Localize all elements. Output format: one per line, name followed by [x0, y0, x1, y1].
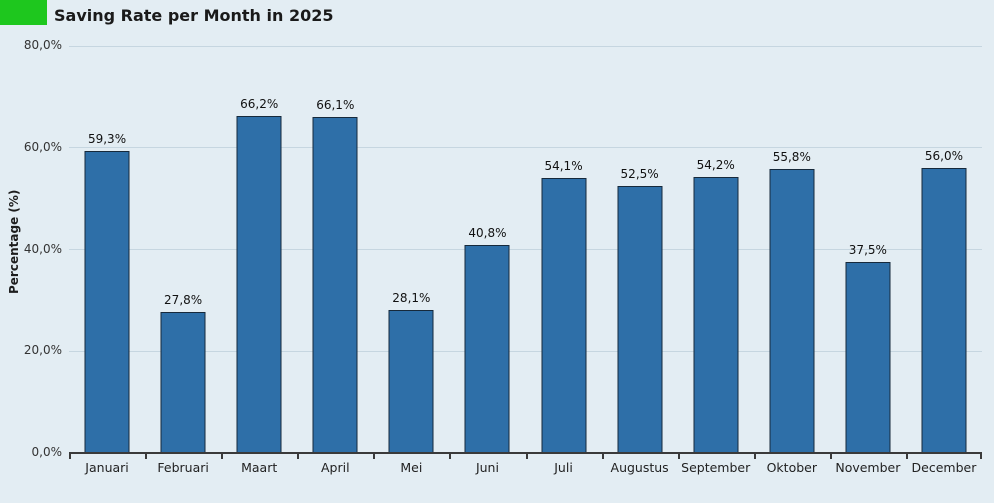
bar-slot-oktober: 55,8%: [754, 46, 830, 453]
bar-slot-juni: 40,8%: [449, 46, 525, 453]
x-axis-tick-10: [829, 454, 832, 459]
x-tick-label-maart: Maart: [241, 460, 278, 475]
bar-value-label-juli: 54,1%: [544, 158, 583, 173]
bar-value-label-januari: 59,3%: [87, 132, 127, 147]
x-tick-label-juni: Juni: [475, 460, 499, 475]
x-tick-label-augustus: Augustus: [610, 460, 669, 475]
bar-slot-februari: 27,8%: [145, 46, 221, 453]
bar-juni: [464, 245, 510, 453]
x-axis-tick-9: [753, 454, 756, 459]
x-axis-tick-5: [449, 454, 452, 459]
bar-value-label-juni: 40,8%: [468, 226, 507, 241]
bar-value-label-oktober: 55,8%: [772, 150, 811, 165]
bar-slot-januari: 59,3%: [69, 46, 145, 453]
bar-slot-maart: 66,2%: [221, 46, 297, 453]
bar-slot-september: 54,2%: [678, 46, 754, 453]
x-tick-label-december: December: [911, 460, 977, 475]
bar-maart: [236, 116, 282, 453]
x-axis-line: [69, 452, 982, 454]
bar-november: [845, 262, 891, 453]
x-axis-tick-2: [221, 454, 224, 459]
bar-slot-december: 56,0%: [906, 46, 982, 453]
bar-value-label-december: 56,0%: [924, 149, 963, 164]
green-accent-swatch: [0, 0, 47, 25]
gridline-80: [69, 45, 982, 47]
bar-value-label-februari: 27,8%: [164, 292, 203, 307]
x-tick-label-januari: Januari: [85, 460, 129, 475]
bar-mei: [388, 310, 434, 453]
bar-slot-april: 66,1%: [297, 46, 373, 453]
x-tick-label-oktober: Oktober: [766, 460, 817, 475]
x-tick-label-juli: Juli: [554, 460, 573, 475]
bar-slot-november: 37,5%: [830, 46, 906, 453]
gridline-60: [69, 147, 982, 149]
bar-slot-juli: 54,1%: [526, 46, 602, 453]
x-tick-label-februari: Februari: [157, 460, 209, 475]
bar-juli: [541, 177, 587, 453]
bar-value-label-maart: 66,2%: [240, 97, 279, 112]
bar-september: [693, 177, 739, 453]
bar-value-label-april: 66,1%: [316, 97, 355, 112]
bar-januari: [84, 151, 130, 453]
bar-augustus: [617, 185, 663, 453]
x-axis-tick-4: [373, 454, 376, 459]
x-tick-label-mei: Mei: [400, 460, 423, 475]
bar-slot-mei: 28,1%: [373, 46, 449, 453]
x-axis-tick-8: [677, 454, 680, 459]
x-tick-label-april: April: [321, 460, 350, 475]
bar-value-label-september: 54,2%: [696, 158, 735, 173]
bar-value-label-augustus: 52,5%: [620, 166, 659, 181]
gridline-40: [69, 249, 982, 250]
chart-title: Saving Rate per Month in 2025: [54, 6, 334, 25]
x-axis-tick-7: [601, 454, 604, 459]
y-tick-label-40: 40,0%: [23, 241, 62, 256]
bar-slot-augustus: 52,5%: [602, 46, 678, 453]
x-axis-tick-1: [145, 454, 148, 459]
x-axis-tick-3: [297, 454, 300, 459]
bar-value-label-mei: 28,1%: [392, 291, 431, 306]
gridline-20: [69, 350, 982, 352]
x-axis-tick-0: [69, 454, 71, 459]
bar-value-label-november: 37,5%: [848, 243, 887, 258]
y-tick-label-0: 0,0%: [31, 445, 63, 459]
x-axis-tick-12: [980, 454, 982, 459]
x-axis-tick-6: [525, 454, 528, 459]
bar-april: [312, 116, 358, 453]
plot-area: 59,3% 27,8% 66,2% 66,1% 28,1% 40,8% 54,1% 52,5%…: [69, 45, 982, 453]
y-tick-label-20: 20,0%: [23, 343, 62, 358]
bar-oktober: [769, 169, 815, 453]
bar-februari: [160, 311, 206, 453]
y-tick-label-60: 60,0%: [23, 139, 62, 154]
x-tick-label-september: September: [681, 460, 751, 475]
x-tick-label-november: November: [835, 460, 901, 475]
bar-december: [921, 168, 967, 453]
y-tick-label-80: 80,0%: [23, 38, 62, 52]
x-axis-tick-11: [905, 454, 908, 459]
